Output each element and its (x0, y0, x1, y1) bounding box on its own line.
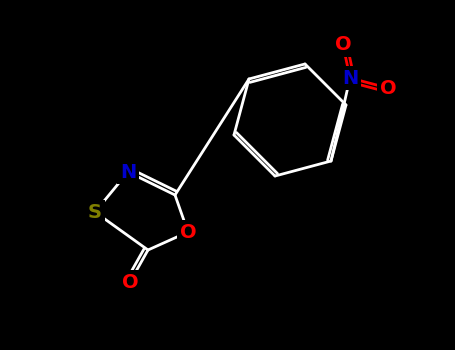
Text: N: N (342, 69, 358, 88)
Text: O: O (379, 78, 396, 98)
Text: S: S (88, 203, 102, 222)
Text: O: O (335, 35, 351, 55)
Text: N: N (120, 162, 136, 182)
Text: O: O (180, 223, 196, 241)
Text: O: O (121, 273, 138, 292)
